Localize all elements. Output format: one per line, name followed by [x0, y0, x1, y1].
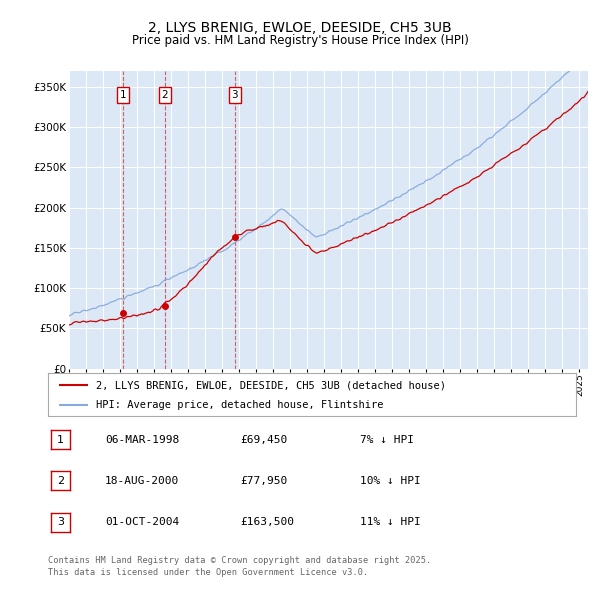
Text: 06-MAR-1998: 06-MAR-1998: [105, 435, 179, 444]
Text: HPI: Average price, detached house, Flintshire: HPI: Average price, detached house, Flin…: [95, 401, 383, 410]
Text: 2, LLYS BRENIG, EWLOE, DEESIDE, CH5 3UB (detached house): 2, LLYS BRENIG, EWLOE, DEESIDE, CH5 3UB …: [95, 381, 446, 391]
Text: 1: 1: [119, 90, 126, 100]
Text: This data is licensed under the Open Government Licence v3.0.: This data is licensed under the Open Gov…: [48, 568, 368, 577]
Text: 1: 1: [57, 435, 64, 444]
Text: Contains HM Land Registry data © Crown copyright and database right 2025.: Contains HM Land Registry data © Crown c…: [48, 556, 431, 565]
Text: 3: 3: [57, 517, 64, 527]
Text: £163,500: £163,500: [240, 517, 294, 527]
Text: 11% ↓ HPI: 11% ↓ HPI: [360, 517, 421, 527]
Text: Price paid vs. HM Land Registry's House Price Index (HPI): Price paid vs. HM Land Registry's House …: [131, 34, 469, 47]
Text: 2: 2: [161, 90, 168, 100]
Text: 10% ↓ HPI: 10% ↓ HPI: [360, 476, 421, 486]
Text: 2, LLYS BRENIG, EWLOE, DEESIDE, CH5 3UB: 2, LLYS BRENIG, EWLOE, DEESIDE, CH5 3UB: [148, 21, 452, 35]
Text: £77,950: £77,950: [240, 476, 287, 486]
Text: 7% ↓ HPI: 7% ↓ HPI: [360, 435, 414, 444]
Text: 3: 3: [232, 90, 238, 100]
Text: 2: 2: [57, 476, 64, 486]
Text: £69,450: £69,450: [240, 435, 287, 444]
Text: 18-AUG-2000: 18-AUG-2000: [105, 476, 179, 486]
Text: 01-OCT-2004: 01-OCT-2004: [105, 517, 179, 527]
